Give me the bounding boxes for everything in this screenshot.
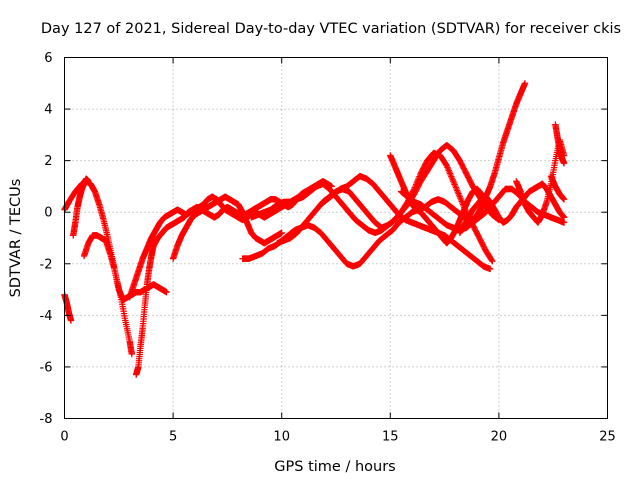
- y-tick-label: -4: [40, 309, 53, 324]
- data-point: [410, 187, 417, 194]
- data-point: [67, 317, 75, 324]
- y-tick-label: 4: [44, 103, 52, 118]
- data-point: [278, 229, 285, 237]
- series-sat-e: [132, 178, 335, 378]
- data-point: [489, 258, 496, 265]
- y-tick-label: -6: [40, 360, 53, 375]
- series-sat-q: [552, 121, 568, 167]
- x-axis-label: GPS time / hours: [274, 459, 395, 475]
- series-sat-g: [169, 193, 285, 262]
- data-point: [85, 178, 92, 185]
- series-sat-n: [465, 80, 529, 229]
- data-point: [560, 196, 568, 203]
- series-sat-o: [456, 180, 568, 237]
- y-tick-label: 0: [44, 206, 52, 221]
- grid-lines: [64, 57, 608, 419]
- series-sat-r: [547, 172, 568, 203]
- data-point: [560, 160, 568, 167]
- y-tick-label: -8: [40, 412, 53, 427]
- y-tick-label: 2: [44, 154, 52, 169]
- y-tick-label: 6: [44, 51, 52, 66]
- series-sat-b: [61, 291, 75, 324]
- data-marks: [61, 80, 568, 378]
- x-tick-label: 25: [599, 430, 616, 445]
- x-tick-label: 15: [382, 430, 399, 445]
- plot-frame: [64, 57, 608, 419]
- data-point: [128, 350, 136, 358]
- series-sat-c: [69, 175, 92, 239]
- series-sat-m: [397, 185, 568, 234]
- y-tick-label: -2: [40, 257, 53, 272]
- axis-ticks: 0 5 10 15 20 25 -8 -6 -4 -2 0 2 4 6: [40, 51, 616, 445]
- series-sat-a: [61, 178, 136, 358]
- x-tick-label: 20: [491, 430, 508, 445]
- x-tick-label: 5: [169, 430, 177, 445]
- series-sat-i: [248, 141, 503, 237]
- y-axis-label: SDTVAR / TECUs: [8, 179, 24, 298]
- data-point: [487, 265, 494, 273]
- data-point: [488, 256, 495, 264]
- x-tick-label: 0: [60, 430, 68, 445]
- data-point: [560, 214, 568, 221]
- x-tick-label: 10: [273, 430, 290, 445]
- data-point: [163, 288, 170, 296]
- chart-title: Day 127 of 2021, Sidereal Day-to-day VTE…: [41, 21, 621, 37]
- data-point: [521, 80, 529, 87]
